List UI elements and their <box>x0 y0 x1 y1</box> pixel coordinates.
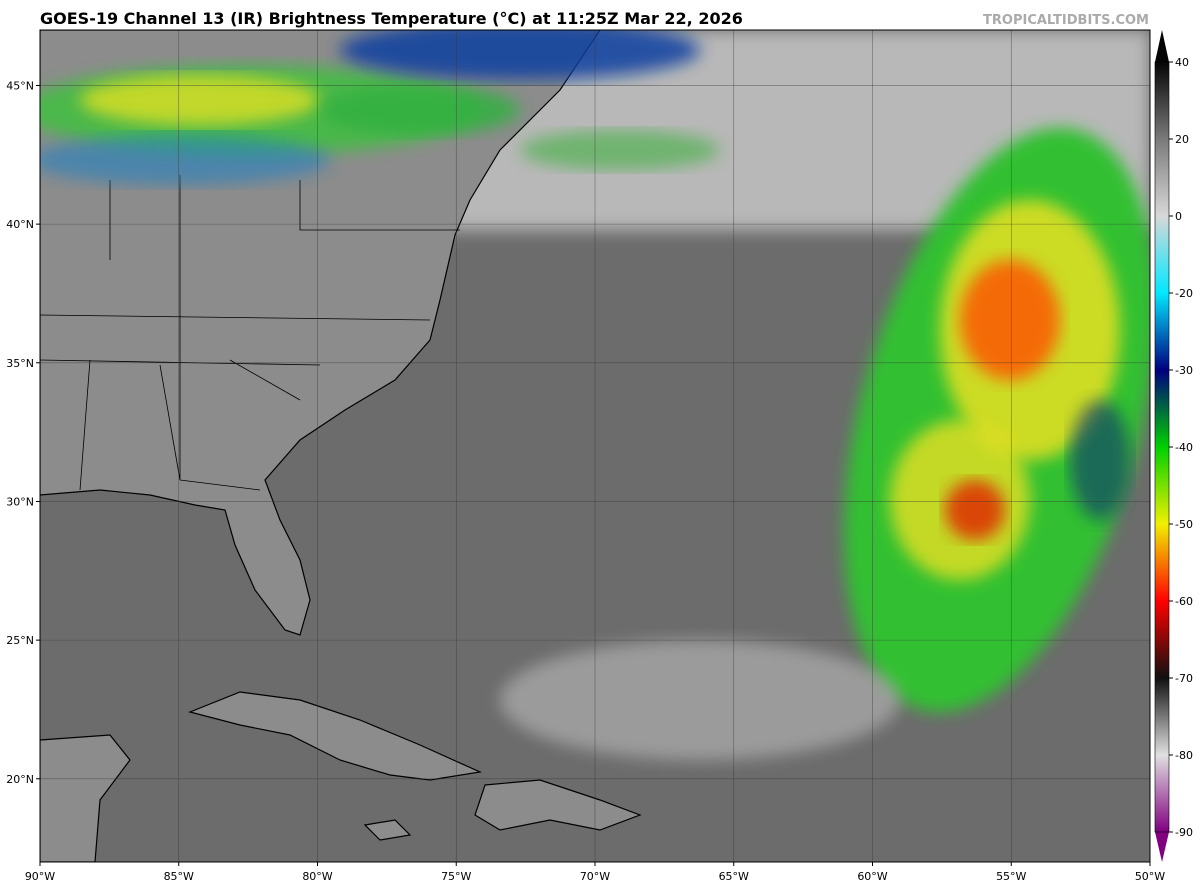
lat-label: 20°N <box>6 773 34 786</box>
lon-label: 85°W <box>164 870 194 883</box>
satellite-image <box>40 30 1150 862</box>
lat-label: 35°N <box>6 357 34 370</box>
colorbar-label: 0 <box>1175 210 1182 223</box>
colorbar-cap <box>1155 30 1169 62</box>
colorbar-label: -60 <box>1175 595 1193 608</box>
colorbar-cap <box>1155 832 1169 862</box>
colorbar: 40 20 0 -20 -30 -40 -50 -60 -70 -80 -90 <box>1154 30 1193 862</box>
lat-label: 30°N <box>6 495 34 508</box>
lon-label: 65°W <box>719 870 749 883</box>
lon-label: 80°W <box>302 870 332 883</box>
lon-label: 50°W <box>1135 870 1165 883</box>
lon-label: 75°W <box>441 870 471 883</box>
colorbar-body <box>1154 61 1170 833</box>
lat-label: 25°N <box>6 634 34 647</box>
colorbar-label: -40 <box>1175 441 1193 454</box>
colorbar-label: -50 <box>1175 518 1193 531</box>
lon-label: 90°W <box>25 870 55 883</box>
graticule <box>40 30 1150 862</box>
lat-label: 40°N <box>6 218 34 231</box>
colorbar-label: -70 <box>1175 672 1193 685</box>
title: GOES-19 Channel 13 (IR) Brightness Tempe… <box>40 9 743 28</box>
lon-label: 70°W <box>580 870 610 883</box>
lat-label: 45°N <box>6 79 34 92</box>
colorbar-label: 20 <box>1175 133 1189 146</box>
lon-label: 55°W <box>996 870 1026 883</box>
colorbar-label: -30 <box>1175 364 1193 377</box>
colorbar-label: -90 <box>1175 826 1193 839</box>
colorbar-label: 40 <box>1175 56 1189 69</box>
colorbar-label: -20 <box>1175 287 1193 300</box>
watermark: TROPICALTIDBITS.COM <box>983 13 1149 28</box>
lon-label: 60°W <box>857 870 887 883</box>
colorbar-label: -80 <box>1175 749 1193 762</box>
